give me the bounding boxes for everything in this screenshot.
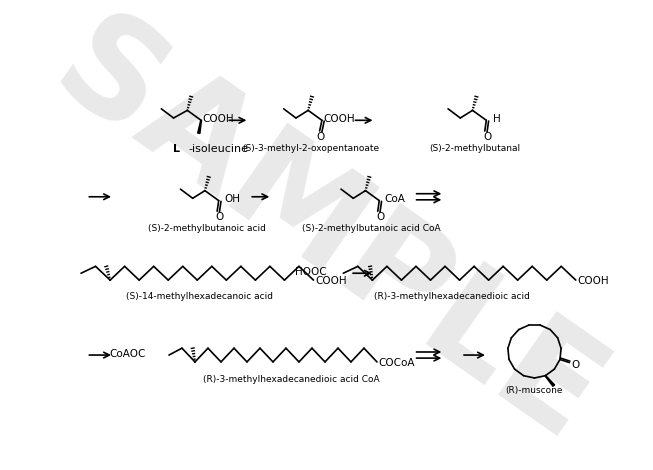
Text: O: O — [571, 360, 580, 370]
Text: CoAOC: CoAOC — [110, 349, 146, 359]
Text: H: H — [493, 114, 501, 124]
Text: COOH: COOH — [315, 276, 347, 286]
Text: COOH: COOH — [323, 114, 355, 124]
Text: O: O — [316, 132, 325, 142]
Text: O: O — [215, 212, 223, 222]
Text: O: O — [483, 132, 491, 142]
Polygon shape — [545, 376, 554, 386]
Text: CoA: CoA — [384, 194, 405, 204]
Text: O: O — [376, 212, 384, 222]
Text: L: L — [173, 144, 180, 154]
Text: COOH: COOH — [577, 276, 609, 286]
Text: (S)-2-methylbutanoic acid: (S)-2-methylbutanoic acid — [148, 224, 266, 234]
Text: SAMPLE: SAMPLE — [29, 0, 624, 470]
Text: (S)-2-methylbutanal: (S)-2-methylbutanal — [429, 144, 520, 153]
Text: COOH: COOH — [202, 114, 234, 124]
Text: (S)-2-methylbutanoic acid CoA: (S)-2-methylbutanoic acid CoA — [302, 224, 441, 234]
Text: HOOC: HOOC — [295, 267, 326, 277]
Text: COCoA: COCoA — [379, 358, 415, 368]
Text: (R)-3-methylhexadecanedioic acid CoA: (R)-3-methylhexadecanedioic acid CoA — [203, 375, 379, 384]
Polygon shape — [198, 120, 202, 133]
Text: (S)-3-methyl-2-oxopentanoate: (S)-3-methyl-2-oxopentanoate — [242, 144, 379, 153]
Text: -isoleucine: -isoleucine — [188, 144, 248, 154]
Text: (S)-14-methylhexadecanoic acid: (S)-14-methylhexadecanoic acid — [126, 292, 273, 301]
Text: (R)-3-methylhexadecanedioic acid: (R)-3-methylhexadecanedioic acid — [374, 292, 530, 301]
Text: (R)-muscone: (R)-muscone — [505, 386, 564, 395]
Text: OH: OH — [225, 194, 240, 204]
